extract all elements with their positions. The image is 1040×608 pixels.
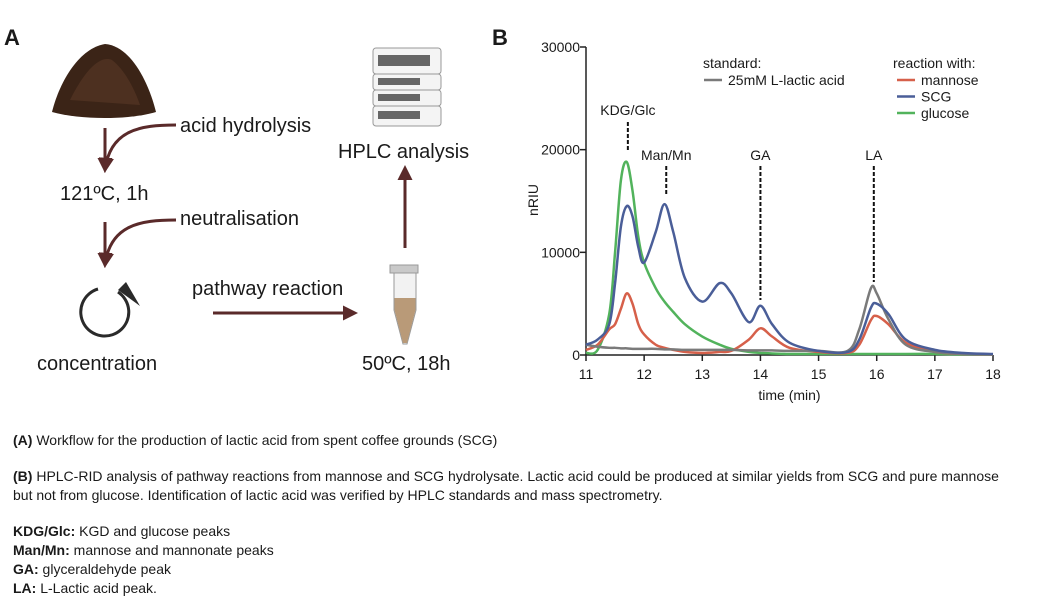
step-label: 50ºC, 18h <box>362 353 450 375</box>
series-line <box>585 292 994 356</box>
y-tick-label: 0 <box>572 347 580 363</box>
x-tick-label: 17 <box>927 366 943 382</box>
coffee-grounds-icon <box>52 44 156 118</box>
caption-label: LA: <box>13 580 37 596</box>
caption-label: Man/Mn: <box>13 542 70 558</box>
series-line <box>585 284 994 356</box>
y-tick-label: 20000 <box>541 142 580 158</box>
caption-text: L-Lactic acid peak. <box>36 580 157 596</box>
series-line <box>585 160 994 356</box>
caption-label: (B) <box>13 468 33 484</box>
y-tick-label: 30000 <box>541 39 580 55</box>
tube-icon <box>389 264 419 345</box>
x-tick-label: 12 <box>636 366 652 382</box>
panel-label: B <box>492 25 508 50</box>
legend-label: glucose <box>921 105 969 121</box>
step-label: acid hydrolysis <box>180 115 311 137</box>
caption: (B) HPLC-RID analysis of pathway reactio… <box>13 467 1008 505</box>
x-tick-label: 18 <box>985 366 1001 382</box>
caption: (A) Workflow for the production of lacti… <box>13 431 1008 450</box>
legend-title: standard: <box>703 55 761 71</box>
legend-label: SCG <box>921 89 951 105</box>
caption-label: (A) <box>13 432 33 448</box>
caption-text: KGD and glucose peaks <box>75 523 231 539</box>
cycle-icon <box>118 282 140 306</box>
caption: Man/Mn: mannose and mannonate peaks <box>13 541 1008 560</box>
x-tick-label: 13 <box>694 366 710 382</box>
x-tick-label: 11 <box>579 366 594 382</box>
x-tick-label: 15 <box>811 366 827 382</box>
arrow <box>99 218 177 268</box>
legend-label: 25mM L-lactic acid <box>728 72 845 88</box>
step-label: neutralisation <box>180 208 299 230</box>
step-label: pathway reaction <box>192 278 343 300</box>
y-axis-label: nRIU <box>525 184 541 216</box>
peak-label: Man/Mn <box>641 147 692 163</box>
peak-label: LA <box>865 147 883 163</box>
caption-label: GA: <box>13 561 39 577</box>
cycle-icon <box>79 287 131 338</box>
x-tick-label: 16 <box>869 366 885 382</box>
panel-label: A <box>4 25 20 50</box>
step-label: HPLC analysis <box>338 141 469 163</box>
step-label: 121ºC, 1h <box>60 183 148 205</box>
hplc-icon <box>372 47 442 127</box>
caption: GA: glyceraldehyde peak <box>13 560 1008 579</box>
caption: KDG/Glc: KGD and glucose peaks <box>13 522 1008 541</box>
legend-label: mannose <box>921 72 979 88</box>
figure: A acid hydrolysis 121ºC, 1h neutralisati… <box>4 25 1001 403</box>
series-line <box>585 202 994 356</box>
x-axis-label: time (min) <box>758 387 820 403</box>
y-tick-label: 10000 <box>541 244 580 260</box>
caption-text: HPLC-RID analysis of pathway reactions f… <box>13 468 999 503</box>
chart: 0 10000 20000 30000 11 12 13 14 15 16 17 18 time (mi… <box>525 39 1001 403</box>
peak-label: KDG/Glc <box>600 102 655 118</box>
caption-label: KDG/Glc: <box>13 523 76 539</box>
caption-text: Workflow for the production of lactic ac… <box>32 432 498 448</box>
step-label: concentration <box>37 353 157 375</box>
caption: LA: L-Lactic acid peak. <box>13 579 1008 598</box>
peak-label: GA <box>750 147 771 163</box>
legend-title: reaction with: <box>893 55 975 71</box>
caption-text: glyceraldehyde peak <box>38 561 171 577</box>
caption-text: mannose and mannonate peaks <box>69 542 274 558</box>
arrow <box>99 123 177 173</box>
x-tick-label: 14 <box>753 366 769 382</box>
